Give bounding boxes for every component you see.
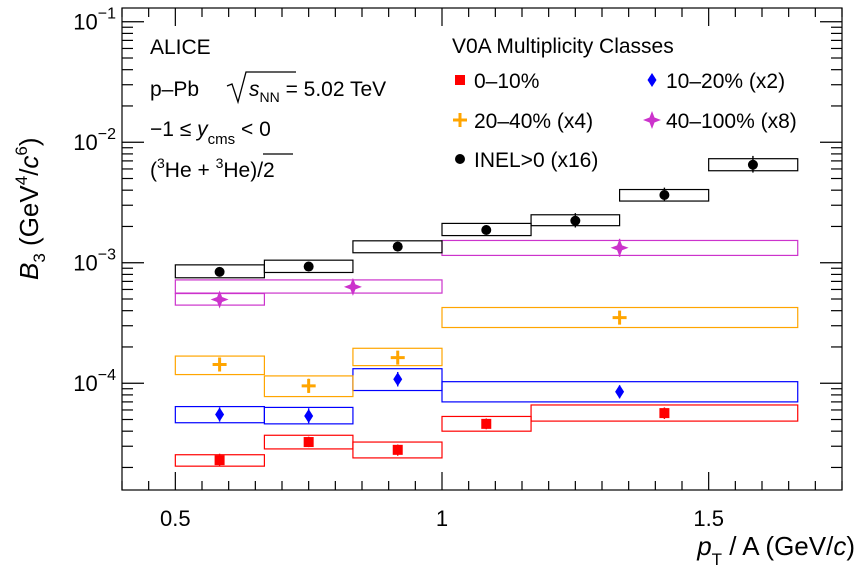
- systematic-box: [441, 415, 532, 432]
- systematic-box: [352, 441, 443, 459]
- systematic-box: [441, 381, 799, 403]
- data-point: [747, 159, 758, 170]
- legend-marker: [455, 154, 465, 164]
- systematic-box: [441, 306, 799, 329]
- data-markers: [210, 155, 758, 467]
- x-tick-label: 1: [436, 506, 448, 531]
- y-axis-title: B3 (GeV4/c6): [12, 137, 49, 280]
- data-point: [610, 238, 629, 257]
- data-point: [392, 444, 403, 455]
- legend-entry: 10–20% (x2): [647, 70, 785, 93]
- y-tick-label: 10−4: [73, 367, 116, 396]
- data-point: [343, 277, 362, 296]
- energy-label: sNN = 5.02 TeV: [249, 78, 386, 105]
- systematic-box: [352, 240, 443, 254]
- data-point: [210, 290, 229, 309]
- data-point: [615, 384, 625, 399]
- y-tick-label: 10−1: [73, 6, 116, 35]
- legend-items: 0–10% 10–20% (x2) 20–40% (x4) 40–100% (x8) I…: [453, 70, 797, 172]
- data-point: [570, 215, 581, 226]
- legend-label: 10–20% (x2): [666, 70, 785, 93]
- legend-label: INEL>0 (x16): [474, 149, 598, 172]
- ticks: [121, 8, 843, 490]
- data-point: [393, 372, 403, 387]
- systematic-box: [174, 279, 443, 294]
- x-axis-title: pT / A (GeV/c): [696, 531, 855, 569]
- data-point: [214, 455, 225, 466]
- plot-frame: [121, 7, 843, 491]
- y-tick-label: 10−3: [73, 247, 116, 276]
- legend-entry: 20–40% (x4): [453, 110, 593, 133]
- legend-marker: [643, 111, 661, 129]
- systematic-boxes: [174, 158, 799, 467]
- y-tick-label: 10−2: [73, 126, 116, 155]
- legend-marker: [455, 75, 465, 85]
- data-point: [659, 189, 670, 200]
- legend-marker: [453, 113, 467, 127]
- data-point: [303, 437, 314, 448]
- annotation-block: ALICE p–Pb sNN = 5.02 TeV −1 ≤ ycms < 0 …: [150, 36, 386, 182]
- legend-entry: 40–100% (x8): [643, 110, 797, 133]
- systematic-box: [263, 375, 354, 398]
- legend: V0A Multiplicity Classes 0–10% 10–20% (x2…: [452, 35, 797, 172]
- data-point: [390, 350, 405, 365]
- data-point: [612, 310, 627, 325]
- x-tick-label: 0.5: [160, 506, 191, 531]
- data-point: [301, 378, 316, 393]
- sqrt-sign: [226, 71, 296, 105]
- experiment-label: ALICE: [150, 36, 211, 59]
- legend-label: 0–10%: [474, 70, 539, 93]
- axes: [121, 7, 843, 491]
- systematic-box: [174, 355, 265, 376]
- particle-label: (3He + 3He)/2: [150, 155, 275, 182]
- data-point: [212, 357, 227, 372]
- data-point: [481, 418, 492, 429]
- data-point: [215, 407, 225, 422]
- x-tick-label: 1.5: [693, 506, 724, 531]
- system-label: p–Pb: [150, 78, 199, 101]
- legend-entry: INEL>0 (x16): [455, 149, 598, 172]
- rapidity-label: −1 ≤ ycms < 0: [150, 118, 271, 148]
- systematic-box: [263, 406, 354, 425]
- legend-title: V0A Multiplicity Classes: [452, 35, 674, 58]
- systematic-box: [352, 347, 443, 367]
- legend-label: 20–40% (x4): [474, 110, 593, 133]
- data-point: [392, 241, 403, 252]
- legend-label: 40–100% (x8): [666, 110, 797, 133]
- legend-marker: [647, 73, 657, 87]
- systematic-box: [263, 259, 354, 274]
- data-point: [303, 261, 314, 272]
- systematic-box: [530, 404, 799, 422]
- data-point: [481, 224, 492, 235]
- tick-labels: 0.5 1 1.5 10−4 10−3 10−2 10−1: [73, 6, 724, 531]
- data-point: [304, 408, 314, 423]
- systematic-box: [441, 222, 532, 237]
- legend-entry: 0–10%: [455, 70, 539, 93]
- data-point: [214, 266, 225, 277]
- data-point: [659, 408, 670, 419]
